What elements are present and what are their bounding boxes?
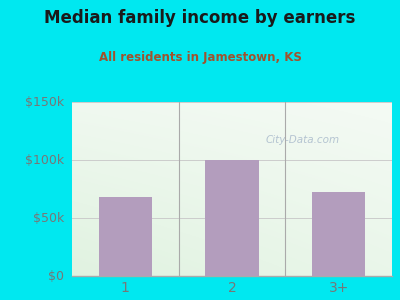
Text: $0: $0 [48,269,64,283]
Bar [99,197,152,276]
Text: $150k: $150k [25,95,64,109]
Text: Median family income by earners: Median family income by earners [44,9,356,27]
Bar [205,160,259,276]
Text: City-Data.com: City-Data.com [265,135,340,145]
Text: All residents in Jamestown, KS: All residents in Jamestown, KS [98,51,302,64]
Text: $100k: $100k [25,154,64,166]
Text: $50k: $50k [33,212,64,224]
Bar [312,193,365,276]
